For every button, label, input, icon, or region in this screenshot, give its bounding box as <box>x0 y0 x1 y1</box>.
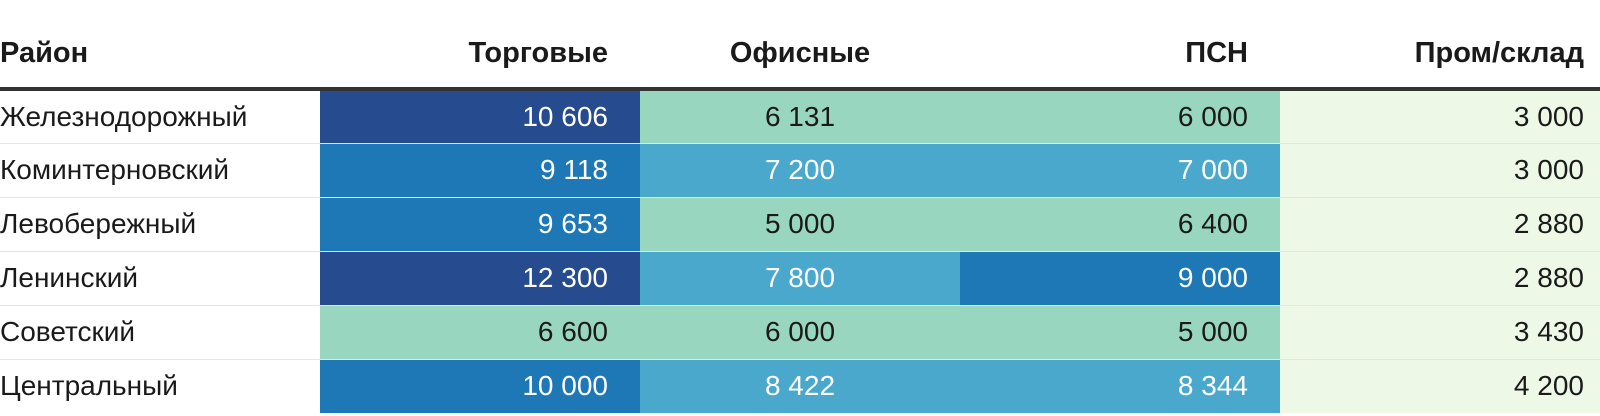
value-cell-office: 8 422 <box>640 359 960 413</box>
value-cell-office: 6 131 <box>640 89 960 144</box>
value-cell-office: 6 000 <box>640 305 960 360</box>
price-table: Район Торговые Офисные ПСН Пром/склад Же… <box>0 19 1600 413</box>
table-header: Район Торговые Офисные ПСН Пром/склад <box>0 19 1600 91</box>
value-cell-psn: 8 344 <box>960 359 1280 413</box>
value-cell-industrial: 3 000 <box>1280 89 1600 144</box>
value-cell-retail: 9 653 <box>320 197 640 252</box>
column-header-office[interactable]: Офисные <box>640 19 960 91</box>
column-header-psn[interactable]: ПСН <box>960 19 1280 91</box>
column-header-retail[interactable]: Торговые <box>320 19 640 91</box>
value-cell-office: 7 200 <box>640 143 960 198</box>
value-cell-retail: 10 000 <box>320 359 640 413</box>
table-row: Железнодорожный 10 606 6 131 6 000 3 000 <box>0 89 1600 144</box>
value-cell-industrial: 2 880 <box>1280 197 1600 252</box>
value-cell-retail: 10 606 <box>320 89 640 144</box>
value-cell-industrial: 3 000 <box>1280 143 1600 198</box>
table-row: Коминтерновский 9 118 7 200 7 000 3 000 <box>0 143 1600 198</box>
table-row: Центральный 10 000 8 422 8 344 4 200 <box>0 359 1600 413</box>
value-cell-office: 5 000 <box>640 197 960 252</box>
value-cell-retail: 12 300 <box>320 251 640 306</box>
table-body: Железнодорожный 10 606 6 131 6 000 3 000 Коми… <box>0 89 1600 413</box>
district-name-cell: Советский <box>0 305 320 360</box>
value-cell-industrial: 4 200 <box>1280 359 1600 413</box>
district-name-cell: Центральный <box>0 359 320 413</box>
district-name-cell: Ленинский <box>0 251 320 306</box>
value-cell-psn: 9 000 <box>960 251 1280 306</box>
value-cell-retail: 9 118 <box>320 143 640 198</box>
value-cell-industrial: 3 430 <box>1280 305 1600 360</box>
value-cell-psn: 6 000 <box>960 89 1280 144</box>
table-row: Ленинский 12 300 7 800 9 000 2 880 <box>0 251 1600 306</box>
value-cell-office: 7 800 <box>640 251 960 306</box>
district-name-cell: Железнодорожный <box>0 89 320 144</box>
value-cell-psn: 7 000 <box>960 143 1280 198</box>
value-cell-psn: 5 000 <box>960 305 1280 360</box>
header-row: Район Торговые Офисные ПСН Пром/склад <box>0 19 1600 91</box>
district-name-cell: Коминтерновский <box>0 143 320 198</box>
column-header-industrial[interactable]: Пром/склад <box>1280 19 1600 91</box>
district-name-cell: Левобережный <box>0 197 320 252</box>
value-cell-retail: 6 600 <box>320 305 640 360</box>
value-cell-industrial: 2 880 <box>1280 251 1600 306</box>
column-header-district[interactable]: Район <box>0 19 320 91</box>
value-cell-psn: 6 400 <box>960 197 1280 252</box>
table-row: Советский 6 600 6 000 5 000 3 430 <box>0 305 1600 360</box>
table-row: Левобережный 9 653 5 000 6 400 2 880 <box>0 197 1600 252</box>
